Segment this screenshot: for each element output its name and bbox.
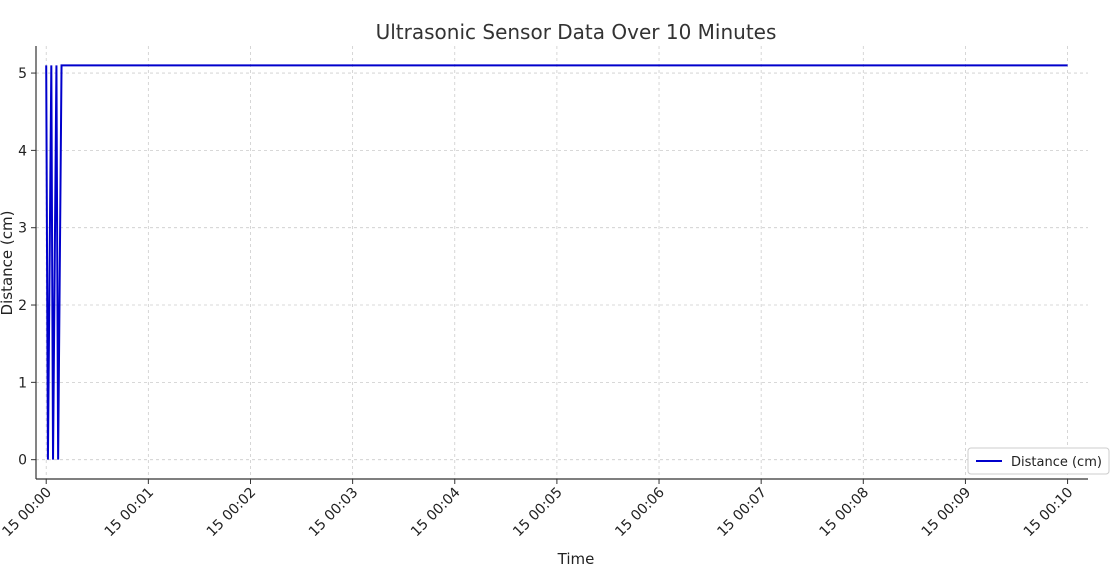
y-axis-ticks: 0 1 2 3 4 5 <box>18 66 36 469</box>
x-tick-label: 15 00:04 <box>408 484 464 540</box>
x-tick-label: 15 00:03 <box>306 485 362 541</box>
x-tick-label: 15 00:10 <box>1021 485 1077 541</box>
y-tick-label: 4 <box>18 143 27 159</box>
x-tick-label: 15 00:00 <box>0 485 55 541</box>
legend: Distance (cm) <box>967 447 1110 475</box>
x-tick-label: 15 00:06 <box>612 484 668 540</box>
y-axis-label: Distance (cm) <box>0 211 16 316</box>
x-tick-label: 15 00:01 <box>102 485 158 541</box>
legend-box <box>967 447 1110 475</box>
y-tick-label: 3 <box>18 221 27 237</box>
y-tick-label: 0 <box>18 453 27 469</box>
chart-title: Ultrasonic Sensor Data Over 10 Minutes <box>376 20 777 44</box>
x-axis-label: Time <box>557 550 595 568</box>
y-tick-label: 2 <box>18 298 27 314</box>
series-line-distance <box>45 64 1068 460</box>
x-tick-label: 15 00:05 <box>510 485 566 541</box>
x-axis-ticks: 15 00:00 15 00:01 15 00:02 15 00:03 15 00:04… <box>0 479 1076 540</box>
x-tick-label: 15 00:08 <box>817 485 873 541</box>
series-layer <box>45 64 1068 460</box>
legend-label-distance: Distance (cm) <box>1011 455 1102 470</box>
y-tick-label: 5 <box>18 66 27 82</box>
y-tick-label: 1 <box>18 375 27 391</box>
grid <box>36 46 1088 479</box>
x-tick-label: 15 00:02 <box>204 485 260 541</box>
x-tick-label: 15 00:07 <box>714 485 770 541</box>
x-tick-label: 15 00:09 <box>919 485 975 541</box>
